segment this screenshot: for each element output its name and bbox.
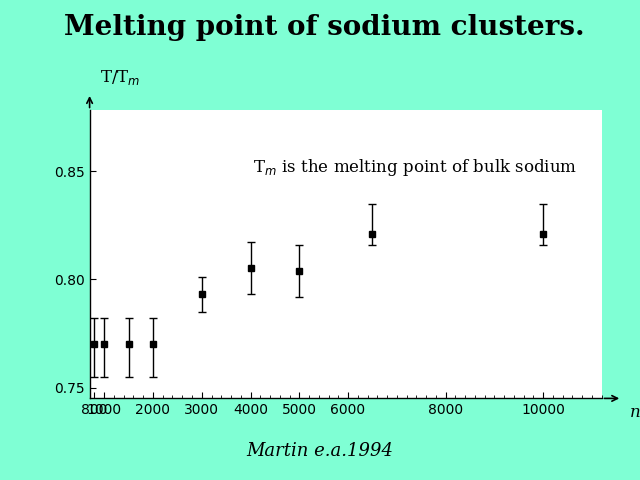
Text: T$_{m}$ is the melting point of bulk sodium: T$_{m}$ is the melting point of bulk sod… [253, 157, 578, 179]
Text: T/T$_m$: T/T$_m$ [100, 68, 140, 87]
Text: Melting point of sodium clusters.: Melting point of sodium clusters. [64, 14, 584, 41]
Text: Martin e.a.1994: Martin e.a.1994 [246, 442, 394, 460]
Text: n: n [630, 404, 640, 421]
